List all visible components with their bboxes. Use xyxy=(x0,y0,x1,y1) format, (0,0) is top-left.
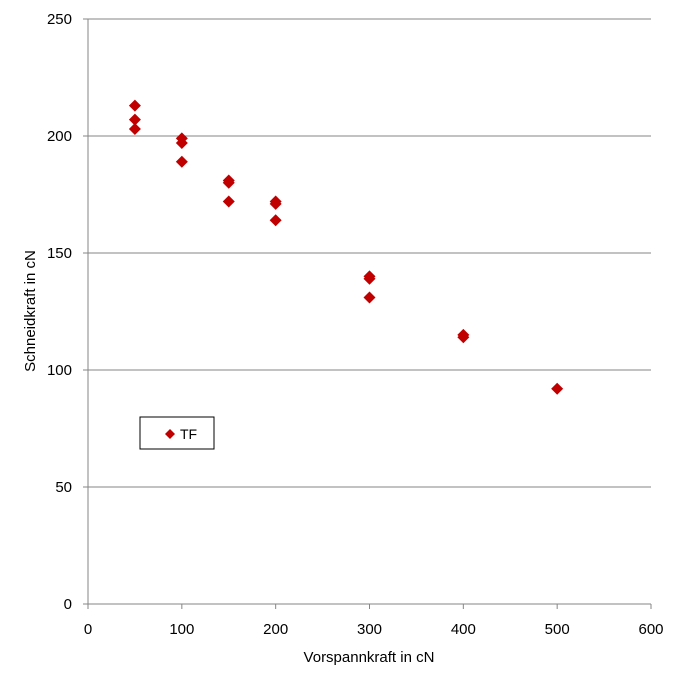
data-points xyxy=(128,99,564,395)
x-tick-label: 0 xyxy=(84,621,92,638)
data-point xyxy=(128,113,141,126)
y-tick-label: 50 xyxy=(55,479,72,496)
data-point xyxy=(128,122,141,135)
legend-label: TF xyxy=(180,426,197,442)
x-tick-label: 300 xyxy=(357,621,382,638)
data-point xyxy=(269,214,282,227)
axes xyxy=(83,18,652,609)
y-tick-labels: 0 50 100 150 200 250 xyxy=(47,11,72,613)
data-point xyxy=(222,195,235,208)
x-tick-label: 400 xyxy=(451,621,476,638)
data-point xyxy=(363,291,376,304)
x-tick-label: 500 xyxy=(545,621,570,638)
data-point xyxy=(269,197,282,210)
x-tick-label: 200 xyxy=(263,621,288,638)
y-tick-label: 200 xyxy=(47,128,72,145)
legend-marker-diamond xyxy=(165,429,175,439)
y-tick-label: 0 xyxy=(64,596,72,613)
x-axis-title: Vorspannkraft in cN xyxy=(304,649,435,666)
y-tick-label: 150 xyxy=(47,245,72,262)
y-tick-label: 100 xyxy=(47,362,72,379)
data-point xyxy=(222,176,235,189)
data-point xyxy=(457,331,470,344)
legend-box xyxy=(139,416,215,450)
x-tick-labels: 0 100 200 300 400 500 600 xyxy=(84,621,664,638)
data-point xyxy=(175,137,188,150)
data-point xyxy=(175,155,188,168)
data-point xyxy=(551,382,564,395)
data-point xyxy=(363,272,376,285)
x-tick-label: 100 xyxy=(169,621,194,638)
y-tick-label: 250 xyxy=(47,11,72,28)
y-axis-title: Schneidkraft in cN xyxy=(22,250,39,372)
data-point xyxy=(128,99,141,112)
x-tick-label: 600 xyxy=(638,621,663,638)
legend: TF xyxy=(139,416,215,450)
